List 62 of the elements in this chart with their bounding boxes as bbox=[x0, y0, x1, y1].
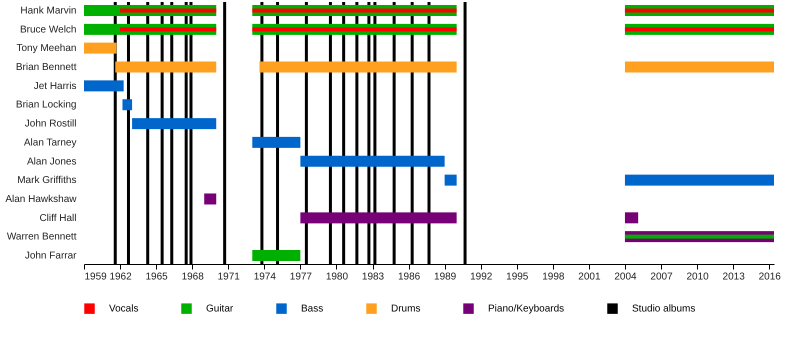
bar bbox=[204, 193, 216, 204]
bar bbox=[624, 62, 774, 73]
bar bbox=[120, 8, 216, 12]
x-tick-label: 1971 bbox=[218, 272, 240, 282]
y-tick-label: Tony Meehan bbox=[16, 43, 76, 54]
y-tick-label: Brian Bennett bbox=[16, 62, 77, 74]
legend-label: Piano/Keyboards bbox=[488, 304, 564, 315]
bar bbox=[84, 80, 124, 92]
bar bbox=[300, 156, 445, 167]
bar bbox=[252, 136, 300, 148]
bar bbox=[132, 118, 216, 130]
y-tick-label: Brian Locking bbox=[16, 100, 76, 111]
y-tick-label: Cliff Hall bbox=[39, 212, 76, 224]
bar bbox=[624, 174, 774, 186]
x-tick-label: 1959 bbox=[84, 272, 108, 282]
x-tick-label: 1977 bbox=[290, 272, 312, 282]
bar bbox=[84, 42, 116, 54]
y-tick-label: John Rostill bbox=[24, 118, 76, 130]
y-tick-label: Alan Hawkshaw bbox=[5, 194, 78, 205]
x-tick-label: 2013 bbox=[722, 272, 746, 282]
bar bbox=[252, 250, 300, 262]
x-tick-label: 1965 bbox=[146, 272, 168, 282]
bar bbox=[252, 27, 457, 32]
x-tick-label: 2010 bbox=[686, 272, 710, 282]
x-tick-label: 1968 bbox=[182, 272, 204, 282]
bar bbox=[260, 62, 457, 73]
bar bbox=[300, 212, 457, 224]
bar bbox=[120, 27, 216, 32]
bar bbox=[444, 174, 457, 186]
y-tick-label: Bruce Welch bbox=[20, 24, 76, 36]
x-tick-label: 1974 bbox=[254, 272, 276, 282]
bar bbox=[115, 62, 216, 73]
bar bbox=[624, 212, 638, 224]
x-tick-label: 1995 bbox=[506, 272, 529, 282]
x-tick-label: 1989 bbox=[434, 272, 457, 282]
x-tick-label: 1962 bbox=[109, 272, 132, 282]
bar bbox=[624, 234, 774, 239]
x-tick-label: 1980 bbox=[326, 272, 348, 282]
legend-label: Bass bbox=[301, 304, 324, 315]
legend-label: Guitar bbox=[206, 304, 234, 315]
x-tick-label: 2016 bbox=[758, 272, 782, 282]
x-tick-label: 1983 bbox=[362, 272, 385, 282]
y-tick-label: Hank Marvin bbox=[20, 5, 76, 16]
y-tick-label: Alan Tarney bbox=[24, 137, 76, 148]
legend-label: Vocals bbox=[109, 304, 138, 315]
x-tick-label: 1998 bbox=[542, 272, 565, 282]
bar bbox=[122, 99, 132, 110]
x-tick-label: 2004 bbox=[614, 272, 637, 282]
bar bbox=[624, 8, 774, 12]
y-tick-label: Mark Griffiths bbox=[17, 175, 76, 186]
x-tick-label: 1986 bbox=[398, 272, 421, 282]
legend-label: Studio albums bbox=[632, 304, 696, 315]
y-tick-label: Jet Harris bbox=[34, 80, 76, 92]
y-tick-label: John Farrar bbox=[24, 250, 78, 262]
y-tick-label: Alan Jones bbox=[27, 156, 76, 168]
x-tick-label: 2007 bbox=[650, 272, 674, 282]
y-tick-label: Warren Bennett bbox=[6, 232, 77, 243]
x-tick-label: 2001 bbox=[578, 272, 601, 282]
bar bbox=[624, 27, 774, 32]
x-tick-label: 1992 bbox=[470, 272, 493, 282]
legend-label: Drums bbox=[391, 304, 420, 315]
bar bbox=[252, 8, 457, 12]
